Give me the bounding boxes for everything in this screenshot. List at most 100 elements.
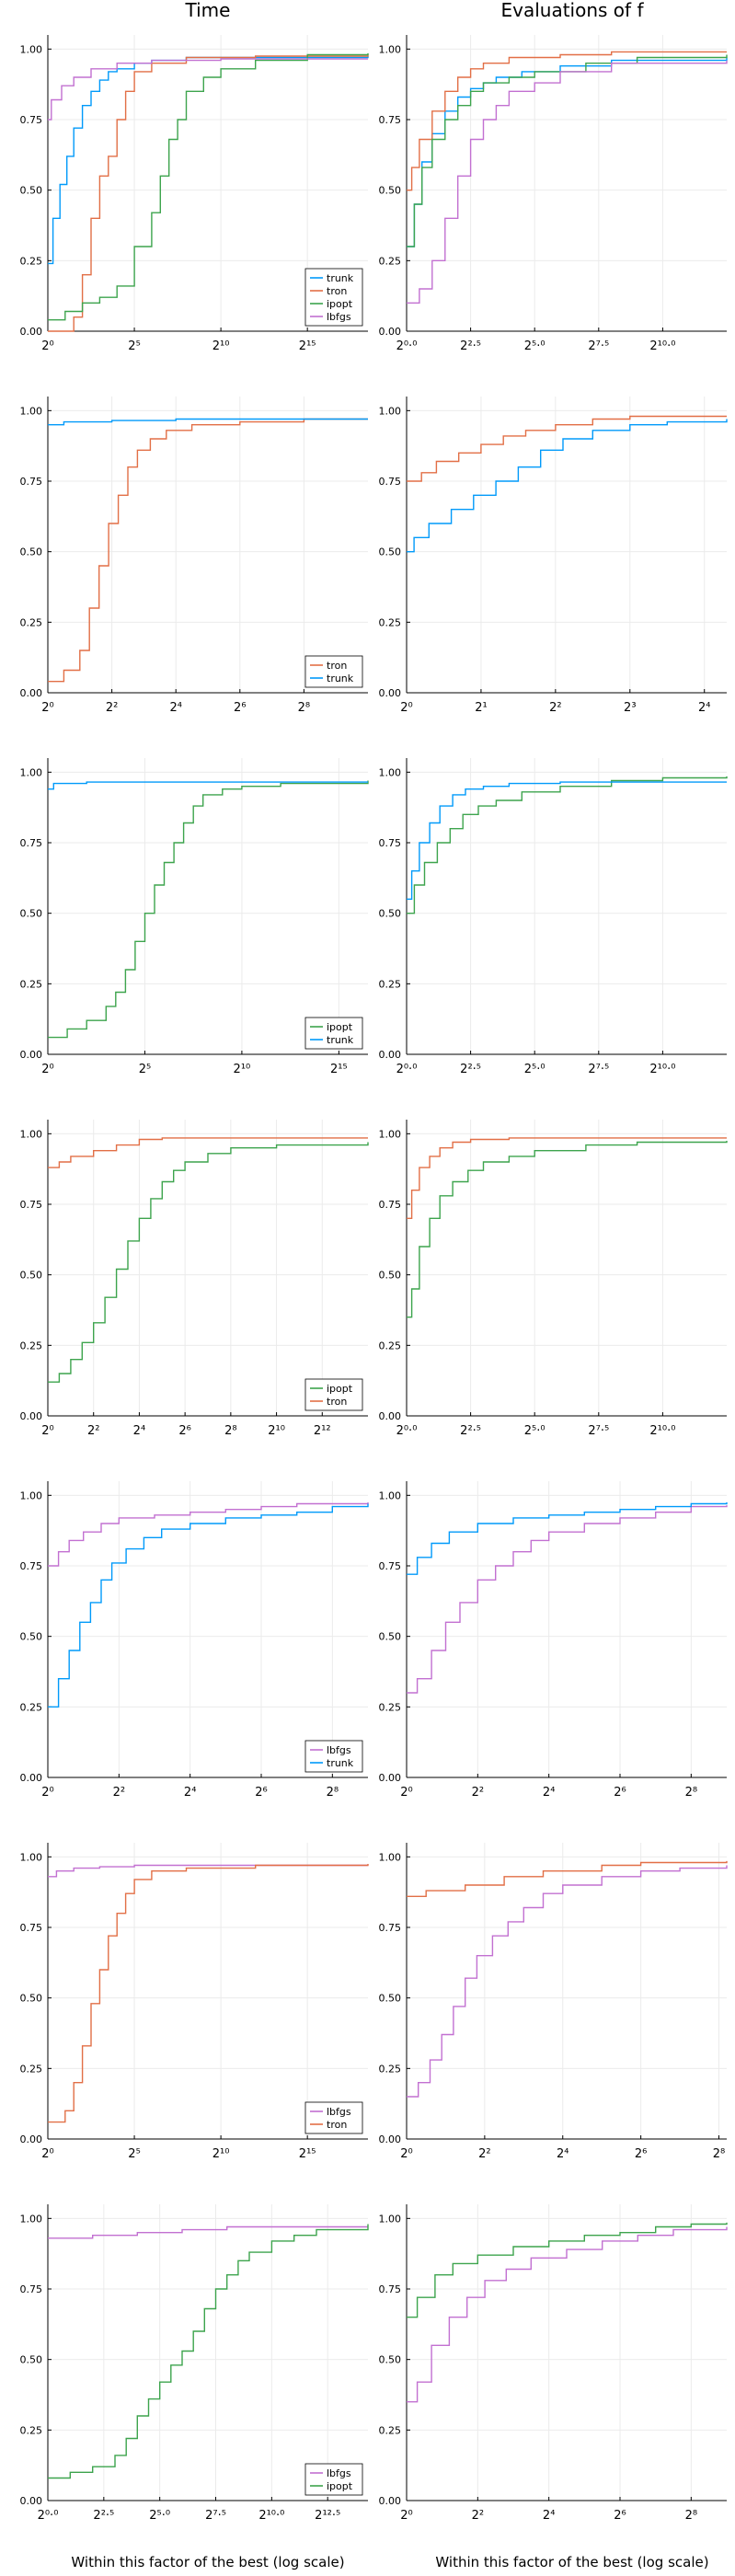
chart-panel-2-1: 2⁰·⁰ 2²·⁵ 2⁵·⁰ 2⁷·⁵ 2¹⁰·⁰ 0.00 0.25 0.50 0.75 1.0…: [379, 758, 728, 1076]
series-ipopt-line: [407, 2222, 728, 2318]
x-tick-label: 2²: [113, 1786, 125, 1800]
legend-label-tron: tron: [327, 660, 347, 672]
x-tick-label: 2³: [624, 701, 636, 715]
y-tick-label: 0.75: [379, 1199, 402, 1211]
x-tick-label: 2¹: [475, 701, 487, 715]
x-tick-label: 2⁸: [685, 2509, 697, 2523]
y-tick-label: 1.00: [379, 405, 402, 417]
series-trunk-line: [48, 56, 369, 265]
legend-label-tron: tron: [327, 285, 347, 297]
y-tick-label: 0.50: [20, 1993, 43, 2005]
legend-box: [304, 1017, 363, 1050]
y-tick-label: 0.50: [379, 908, 402, 920]
y-tick-label: 1.00: [20, 1128, 43, 1140]
y-tick-label: 0.75: [379, 114, 402, 126]
y-tick-label: 1.00: [20, 43, 43, 55]
y-tick-label: 0.00: [379, 1049, 402, 1061]
y-tick-label: 0.00: [20, 2495, 43, 2507]
chart-panels: 2⁰ 2⁵ 2¹⁰ 2¹⁵0.000.250.500.751.00trunktroni…: [20, 35, 728, 2523]
legend-label-tron: tron: [327, 1396, 347, 1408]
chart-panel-4-1: 2⁰ 2² 2⁴ 2⁶ 2⁸ 0.00 0.25 0.50 0.75 1.00: [379, 1481, 728, 1800]
y-tick-label: 1.00: [20, 1489, 43, 1501]
x-tick-label: 2⁷·⁵: [588, 1424, 609, 1438]
y-tick-label: 0.50: [20, 2354, 43, 2366]
y-tick-label: 0.00: [20, 687, 43, 699]
y-tick-label: 1.00: [20, 405, 43, 417]
x-tick-label: 2¹⁰: [212, 2147, 230, 2161]
y-tick-label: 0.25: [379, 2424, 402, 2436]
y-tick-label: 0.25: [20, 2424, 43, 2436]
x-tick-label: 2⁸: [327, 1786, 339, 1800]
x-tick-label: 2⁰: [41, 2147, 53, 2161]
chart-panel-0-0: 2⁰ 2⁵ 2¹⁰ 2¹⁵ 0.00 0.25 0.50 0.75 1.00 trunktroni…: [20, 35, 369, 353]
y-tick-label: 0.50: [379, 185, 402, 197]
y-tick-label: 0.50: [379, 1993, 402, 2005]
x-tick-label: 2⁶: [614, 2509, 626, 2523]
legend-box: [304, 1378, 363, 1411]
y-tick-label: 0.50: [379, 2354, 402, 2366]
y-tick-label: 1.00: [379, 1851, 402, 1863]
series-tron-line: [407, 51, 727, 191]
x-tick-label: 2²·⁵: [460, 1063, 481, 1076]
x-tick-label: 2¹⁰·⁰: [649, 339, 675, 353]
x-tick-label: 2⁰: [400, 1786, 412, 1800]
legend-label-ipopt: ipopt: [327, 298, 353, 310]
y-tick-label: 1.00: [20, 766, 43, 778]
x-tick-label: 2⁵: [128, 2147, 140, 2161]
x-tick-label: 2⁴: [133, 1424, 145, 1438]
x-tick-label: 2²·⁵: [460, 1424, 481, 1438]
y-tick-label: 0.25: [20, 616, 43, 628]
legend-label-lbfgs: lbfgs: [327, 311, 351, 323]
x-axis-label-right: Within this factor of the best (log scal…: [435, 2554, 708, 2570]
series-ipopt-line: [407, 776, 728, 914]
y-tick-label: 0.25: [379, 616, 402, 628]
chart-panel-0-1: 2⁰·⁰ 2²·⁵ 2⁵·⁰ 2⁷·⁵ 2¹⁰·⁰ 0.00 0.25 0.50 0.75 1.0…: [379, 35, 728, 353]
x-tick-label: 2⁰: [41, 1786, 53, 1800]
legend-box: [304, 1740, 363, 1773]
x-tick-label: 2⁰: [41, 1424, 53, 1438]
x-tick-label: 2⁰: [41, 1063, 53, 1076]
y-tick-label: 0.25: [379, 1340, 402, 1351]
x-tick-label: 2²: [549, 701, 561, 715]
x-tick-label: 2¹⁰·⁰: [258, 2509, 284, 2523]
y-tick-label: 1.00: [379, 766, 402, 778]
y-tick-label: 0.00: [379, 2133, 402, 2145]
chart-panel-6-0: 2⁰·⁰ 2²·⁵ 2⁵·⁰ 2⁷·⁵ 2¹⁰·⁰ 2¹²·⁵ 0.00 0.25 0.50 0.…: [20, 2204, 369, 2523]
series-tron-line: [407, 1137, 727, 1219]
y-tick-label: 0.00: [20, 1772, 43, 1784]
x-tick-label: 2¹⁵: [330, 1063, 348, 1076]
column-title-time: Time: [185, 0, 231, 21]
y-tick-label: 0.75: [20, 114, 43, 126]
x-tick-label: 2¹⁵: [299, 2147, 316, 2161]
y-tick-label: 0.25: [20, 255, 43, 267]
y-tick-label: 1.00: [379, 1489, 402, 1501]
x-tick-label: 2⁰: [400, 2509, 412, 2523]
y-tick-label: 0.75: [20, 476, 43, 488]
x-tick-label: 2⁸: [224, 1424, 236, 1438]
y-tick-label: 0.75: [20, 1922, 43, 1934]
x-tick-label: 2⁸: [685, 1786, 697, 1800]
series-lbfgs-line: [407, 1505, 728, 1694]
x-tick-label: 2²: [472, 2509, 484, 2523]
y-tick-label: 0.50: [379, 1631, 402, 1643]
y-tick-label: 1.00: [379, 2213, 402, 2225]
y-tick-label: 0.50: [20, 1270, 43, 1282]
legend-box: [304, 655, 363, 688]
x-tick-label: 2⁴: [543, 2509, 555, 2523]
y-tick-label: 1.00: [20, 2213, 43, 2225]
x-tick-label: 2⁷·⁵: [588, 1063, 609, 1076]
x-tick-label: 2¹⁰·⁰: [649, 1063, 675, 1076]
series-trunk-line: [407, 57, 728, 247]
series-ipopt-line: [407, 1141, 728, 1318]
x-tick-label: 2⁴: [698, 701, 710, 715]
y-tick-label: 0.25: [379, 978, 402, 990]
y-tick-label: 0.50: [379, 546, 402, 558]
legend-label-ipopt: ipopt: [327, 1383, 353, 1395]
y-tick-label: 0.25: [20, 1340, 43, 1351]
y-tick-label: 0.00: [20, 1410, 43, 1422]
x-tick-label: 2⁰·⁰: [38, 2509, 59, 2523]
legend-label-lbfgs: lbfgs: [327, 2467, 351, 2479]
